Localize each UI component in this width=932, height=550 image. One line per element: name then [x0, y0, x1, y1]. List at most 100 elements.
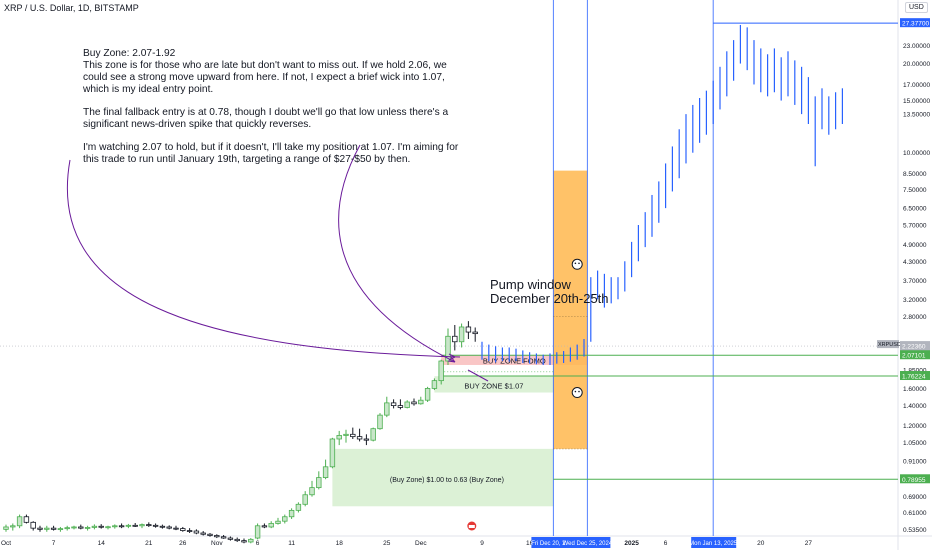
candle-body-6 [44, 527, 50, 530]
x-tick-label-1: 7 [52, 540, 56, 547]
x-tick-label-14: 6 [664, 540, 668, 547]
date-label-1: Wed Dec 25, 2024 [563, 541, 613, 547]
candle-body-26 [180, 528, 186, 531]
candle-body-32 [220, 536, 227, 539]
y-tick-label-9: 5.70000 [903, 223, 927, 230]
y-tick-label-0: 23.00000 [903, 43, 930, 50]
x-tick-label-0: Oct [1, 540, 11, 547]
y-tick-label-10: 4.90000 [903, 242, 927, 249]
x-tick-label-16: 27 [805, 540, 813, 547]
candle-body-31 [214, 535, 220, 538]
candle-body-39 [268, 523, 274, 528]
y-tick-label-11: 4.30000 [903, 259, 927, 266]
candle-body-8 [57, 528, 64, 531]
y-tick-label-19: 1.05000 [903, 440, 927, 447]
price-label-0: 27.37700 [902, 21, 929, 28]
candle-body-14 [98, 525, 104, 528]
note-title-text: Buy Zone: 2.07-1.92 [83, 48, 176, 59]
zone-3 [553, 170, 588, 449]
candle-body-52 [356, 436, 363, 440]
candle-body-40 [275, 520, 281, 524]
pump-window-line1: Pump window [490, 277, 571, 292]
face-eye-left-0 [574, 262, 577, 265]
date-label-bg-0 [531, 537, 577, 548]
candle-body-49 [336, 435, 342, 440]
currency-button[interactable]: USD [905, 2, 928, 13]
candle-body-0 [3, 526, 9, 530]
note-title: Buy Zone: 2.07-1.92 [83, 48, 463, 60]
price-label-6: 0.78955 [902, 477, 926, 484]
zone-107-label: BUY ZONE $1.07 [464, 381, 523, 390]
candle-body-4 [30, 521, 36, 529]
candle-body-61 [418, 399, 424, 405]
candle-body-54 [370, 428, 376, 441]
date-label-2: Mon Jan 13, 2025 [689, 541, 738, 547]
candle-body-58 [397, 405, 404, 408]
x-tick-label-2: 14 [98, 540, 106, 547]
y-tick-label-15: 1.85000 [903, 367, 927, 374]
event-icon-flag [468, 525, 475, 528]
candle-body-22 [152, 524, 159, 527]
candle-body-12 [84, 527, 91, 529]
arrow-curve-2 [338, 144, 456, 363]
candle-body-67 [458, 326, 465, 343]
candle-body-55 [377, 414, 383, 430]
y-tick-label-12: 3.70000 [903, 278, 927, 285]
candle-body-9 [64, 527, 70, 530]
candle-body-44 [302, 494, 308, 505]
y-tick-label-14: 2.80000 [903, 314, 927, 321]
candle-body-48 [329, 438, 336, 468]
candle-body-13 [91, 525, 98, 528]
x-tick-label-6: 6 [256, 540, 260, 547]
candle-body-11 [78, 526, 84, 529]
candle-body-33 [227, 537, 234, 540]
candle-body-60 [411, 401, 417, 405]
candle-body-15 [105, 526, 111, 529]
candle-body-29 [200, 532, 206, 535]
y-tick-label-7: 7.50000 [903, 187, 927, 194]
candle-body-21 [146, 524, 152, 527]
face-icon-0 [571, 258, 583, 270]
candle-body-17 [118, 525, 125, 528]
candle-body-35 [241, 540, 247, 543]
candle-body-53 [363, 438, 370, 441]
candle-body-69 [472, 331, 478, 335]
candle-body-7 [50, 527, 57, 530]
y-tick-label-17: 1.40000 [903, 403, 927, 410]
price-label-bg-5 [900, 371, 930, 381]
candle-body-16 [112, 525, 118, 528]
price-label-bg-4 [900, 350, 930, 360]
x-tick-label-12: 16 [526, 540, 534, 547]
zone-0 [441, 355, 588, 365]
y-tick-label-5: 10.00000 [903, 150, 930, 157]
note-paragraph-2: The final fallback entry is at 0.78, tho… [83, 107, 449, 130]
y-tick-label-3: 15.00000 [903, 98, 930, 105]
price-label-1: XRPUSD [878, 342, 901, 348]
x-tick-label-5: Nov [211, 540, 223, 547]
date-label-0: Fri Dec 20, 2024 [531, 541, 576, 547]
date-label-bg-1 [565, 537, 611, 548]
face-icon-1 [571, 387, 583, 399]
y-tick-label-23: 0.61000 [903, 510, 927, 517]
candle-body-19 [132, 524, 138, 527]
date-label-bg-2 [691, 537, 737, 548]
y-tick-label-2: 17.00000 [903, 82, 930, 89]
zone-100-label: (Buy Zone) $1.00 to 0.63 (Buy Zone) [390, 477, 504, 484]
candle-body-42 [288, 509, 295, 518]
price-label-5: 1.76224 [902, 374, 926, 381]
candle-body-38 [261, 525, 268, 528]
candle-body-23 [159, 525, 166, 528]
candle-body-37 [254, 525, 261, 539]
candle-body-3 [23, 516, 30, 523]
y-tick-label-4: 13.50000 [903, 112, 930, 119]
candle-body-27 [186, 530, 193, 532]
candle-body-30 [207, 533, 213, 536]
candle-body-41 [282, 516, 288, 522]
x-tick-label-13: 2025 [624, 540, 639, 547]
candle-body-5 [37, 527, 43, 530]
x-tick-label-10: Dec [415, 540, 427, 547]
candle-body-28 [193, 530, 200, 534]
candle-body-18 [125, 524, 132, 527]
y-tick-label-24: 0.53500 [903, 527, 927, 534]
